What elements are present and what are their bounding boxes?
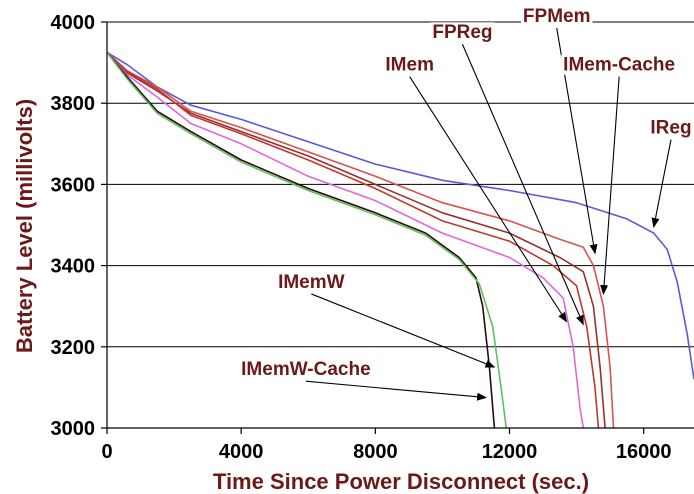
series-line-fpreg — [106, 51, 600, 429]
series-line-fpmem — [106, 51, 606, 429]
axes — [101, 21, 694, 434]
annotation-arrow — [461, 44, 584, 326]
annotation-arrow — [600, 76, 620, 296]
x-tick-label: 0 — [101, 441, 112, 463]
y-tick-label: 3600 — [51, 174, 96, 196]
annotation-label-bg — [648, 117, 694, 138]
series-lines — [106, 51, 694, 429]
annotation-label: FPReg — [432, 22, 492, 43]
annotation-label-bg — [383, 54, 436, 75]
x-tick-labels: 0 4000 8000 12000 16000 — [101, 441, 671, 463]
annotation-label-bg — [430, 22, 495, 43]
annotation-arrow — [305, 380, 488, 401]
series-line-imemw-cache — [106, 51, 496, 429]
y-tick-label: 3000 — [51, 418, 96, 440]
y-tick-label: 3400 — [51, 256, 96, 278]
annotation-label: IMem — [385, 55, 434, 76]
y-tick-label: 3800 — [51, 93, 96, 115]
x-tick-label: 4000 — [219, 441, 264, 463]
y-tick-label: 4000 — [51, 12, 96, 34]
y-tick-label: 3200 — [51, 337, 96, 359]
x-tick-label: 16000 — [616, 441, 672, 463]
annotation-arrow — [409, 76, 568, 323]
series-line-ireg — [106, 51, 694, 380]
series-line-imem-cache — [106, 51, 615, 429]
x-tick-label: 12000 — [482, 441, 538, 463]
annotation-label: IMem-Cache — [563, 55, 675, 76]
annotation-label-bg — [520, 6, 593, 26]
annotation-arrow — [651, 139, 672, 229]
annotation-label-bg — [561, 54, 678, 75]
annotation-label: IReg — [650, 118, 691, 139]
annotations: FPMem FPReg IMem IMem-Cache IReg IMemW IMemW-C… — [239, 6, 694, 401]
x-tick-label: 8000 — [353, 441, 398, 463]
series-line-imem — [106, 51, 585, 429]
grid-lines — [107, 21, 694, 348]
annotation-label: IMemW — [278, 272, 345, 293]
x-axis-title: Time Since Power Disconnect (sec.) — [213, 469, 589, 494]
annotation-label-bg — [239, 359, 373, 380]
annotation-arrow — [311, 293, 496, 368]
annotation-label: IMemW-Cache — [241, 359, 370, 380]
annotation-label: FPMem — [523, 6, 591, 27]
y-tick-labels: 3000 3200 3400 3600 3800 4000 — [51, 12, 96, 440]
y-axis-title: Battery Level (millivolts) — [12, 99, 37, 353]
annotation-label-bg — [276, 271, 347, 292]
series-line-imemw — [106, 51, 507, 429]
